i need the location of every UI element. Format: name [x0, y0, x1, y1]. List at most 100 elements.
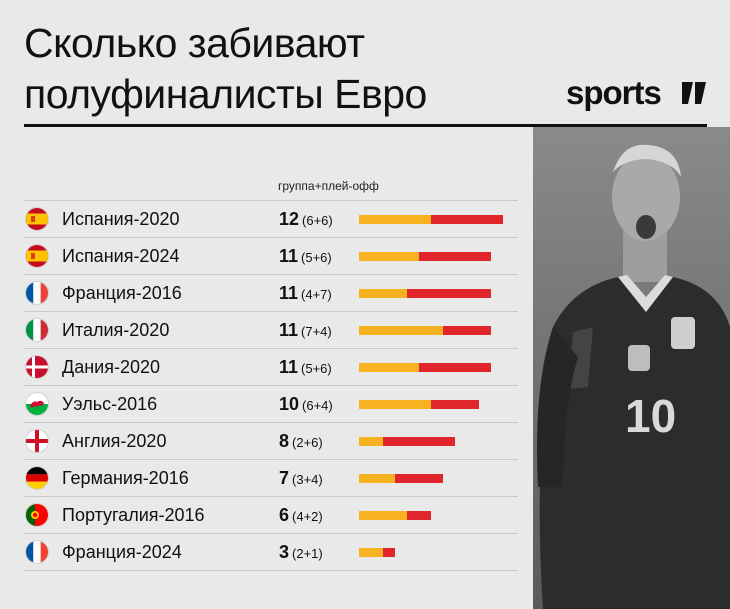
total-number: 10	[279, 394, 300, 414]
bar-segment-group	[359, 326, 443, 335]
total-value: 11 (5+6)	[279, 246, 332, 267]
france-flag-icon	[26, 541, 48, 563]
sports-logo: sports	[566, 74, 662, 111]
total-value: 11 (5+6)	[279, 357, 332, 378]
bar-segment-group	[359, 289, 407, 298]
stacked-bar	[359, 400, 479, 409]
chart-rows: Испания-2020 12 (6+6) Испания-2024 11 (5+6) Фр…	[24, 200, 518, 571]
bar-segment-group	[359, 252, 419, 261]
total-value: 6 (4+2)	[279, 505, 323, 526]
total-number: 6	[279, 505, 290, 525]
split-label: (7+4)	[301, 324, 332, 339]
split-label: (5+6)	[301, 250, 332, 265]
team-label: Испания-2024	[62, 246, 180, 266]
split-label: (4+2)	[292, 509, 323, 524]
stacked-bar	[359, 215, 503, 224]
split-label: (2+6)	[292, 435, 323, 450]
chart-row: Дания-2020 11 (5+6)	[24, 348, 518, 385]
stacked-bar	[359, 548, 395, 557]
team-label: Уэльс-2016	[62, 394, 158, 414]
stacked-bar	[359, 363, 491, 372]
split-label: (3+4)	[292, 472, 323, 487]
chart-row: Италия-2020 11 (7+4)	[24, 311, 518, 348]
bar-segment-playoff	[419, 252, 491, 261]
team-label: Португалия-2016	[62, 505, 205, 525]
france-flag-icon	[26, 282, 48, 304]
spain-flag-icon	[26, 245, 48, 267]
title-line-2: полуфиналисты Евро	[24, 71, 427, 117]
chart-row: Португалия-2016 6 (4+2)	[24, 496, 518, 533]
bar-segment-playoff	[383, 437, 455, 446]
bar-segment-playoff	[431, 400, 479, 409]
svg-text:10: 10	[625, 390, 676, 442]
bar-segment-playoff	[419, 363, 491, 372]
total-number: 11	[279, 320, 299, 340]
bar-segment-playoff	[443, 326, 491, 335]
bar-segment-group	[359, 400, 431, 409]
total-number: 8	[279, 431, 290, 451]
total-value: 11 (4+7)	[279, 283, 332, 304]
chart-row: Испания-2024 11 (5+6)	[24, 237, 518, 274]
bar-segment-group	[359, 363, 419, 372]
split-label: (6+4)	[302, 398, 333, 413]
team-label: Франция-2016	[62, 283, 182, 303]
team-label: Дания-2020	[62, 357, 160, 377]
bar-segment-playoff	[383, 548, 395, 557]
bar-segment-playoff	[431, 215, 503, 224]
stacked-bar	[359, 289, 491, 298]
split-label: (5+6)	[301, 361, 332, 376]
team-label: Германия-2016	[62, 468, 189, 488]
bar-segment-group	[359, 548, 383, 557]
stacked-bar	[359, 437, 455, 446]
total-number: 3	[279, 542, 290, 562]
legend-label: группа+плей-офф	[278, 179, 379, 193]
spain-flag-icon	[26, 208, 48, 230]
stacked-bar	[359, 252, 491, 261]
total-number: 12	[279, 209, 300, 229]
bar-segment-group	[359, 437, 383, 446]
total-number: 11	[279, 357, 299, 377]
chart-row: Испания-2020 12 (6+6)	[24, 200, 518, 237]
italy-flag-icon	[26, 319, 48, 341]
total-number: 7	[279, 468, 290, 488]
player-photo: 10	[533, 127, 730, 609]
stacked-bar	[359, 474, 443, 483]
sports-logo-mark-icon	[682, 82, 706, 104]
total-number: 11	[279, 283, 299, 303]
title-divider	[24, 124, 707, 127]
split-label: (2+1)	[292, 546, 323, 561]
title-line-1: Сколько забивают	[24, 20, 365, 66]
total-value: 3 (2+1)	[279, 542, 323, 563]
portugal-flag-icon	[26, 504, 48, 526]
team-label: Италия-2020	[62, 320, 170, 340]
england-flag-icon	[26, 430, 48, 452]
total-value: 8 (2+6)	[279, 431, 323, 452]
stacked-bar	[359, 326, 491, 335]
total-value: 12 (6+6)	[279, 209, 333, 230]
chart-row: Англия-2020 8 (2+6)	[24, 422, 518, 459]
bar-segment-group	[359, 215, 431, 224]
germany-flag-icon	[26, 467, 48, 489]
split-label: (6+6)	[302, 213, 333, 228]
chart-row: Германия-2016 7 (3+4)	[24, 459, 518, 496]
bar-segment-group	[359, 511, 407, 520]
bar-segment-playoff	[395, 474, 443, 483]
team-label: Франция-2024	[62, 542, 182, 562]
chart-row: Уэльс-2016 10 (6+4)	[24, 385, 518, 422]
total-value: 11 (7+4)	[279, 320, 332, 341]
stacked-bar	[359, 511, 431, 520]
team-label: Англия-2020	[62, 431, 167, 451]
total-value: 10 (6+4)	[279, 394, 333, 415]
total-value: 7 (3+4)	[279, 468, 323, 489]
chart-row: Франция-2016 11 (4+7)	[24, 274, 518, 311]
chart-row: Франция-2024 3 (2+1)	[24, 533, 518, 571]
bar-segment-group	[359, 474, 395, 483]
total-number: 11	[279, 246, 299, 266]
team-label: Испания-2020	[62, 209, 180, 229]
bar-segment-playoff	[407, 511, 431, 520]
page-title: Сколько забивают полуфиналисты Евро	[24, 18, 427, 120]
bar-segment-playoff	[407, 289, 491, 298]
split-label: (4+7)	[301, 287, 332, 302]
wales-flag-icon	[26, 393, 48, 415]
denmark-flag-icon	[26, 356, 48, 378]
